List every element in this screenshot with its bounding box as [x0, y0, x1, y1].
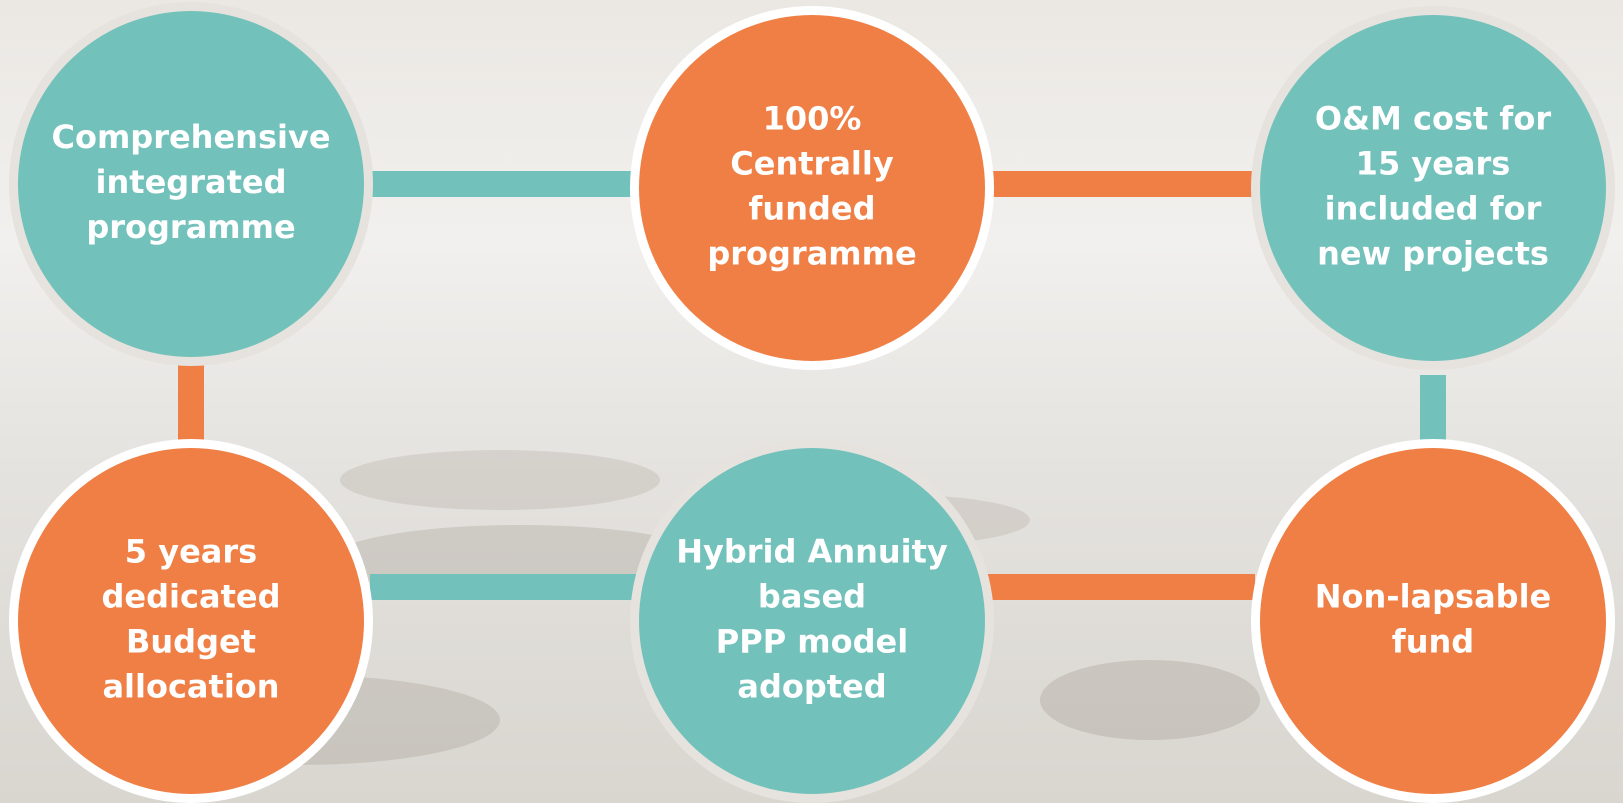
- node-circle: [1260, 448, 1606, 794]
- node-label: based: [758, 578, 866, 616]
- node-label: programme: [707, 235, 916, 273]
- node-label: adopted: [737, 668, 886, 706]
- node-label: Centrally: [730, 145, 894, 183]
- node-label: new projects: [1317, 235, 1549, 273]
- node-label: dedicated: [102, 578, 281, 616]
- node-label: PPP model: [716, 623, 908, 661]
- node-circle: [639, 448, 985, 794]
- connector: [370, 171, 640, 197]
- node-label: fund: [1392, 623, 1474, 661]
- node-label: allocation: [102, 668, 279, 706]
- diagram: Comprehensive integrated programme 100% Cent…: [0, 0, 1623, 803]
- node-label: 5 years: [125, 533, 257, 571]
- node-label: 15 years: [1356, 145, 1511, 183]
- node-label: Non-lapsable: [1315, 578, 1552, 616]
- node-circle: [639, 15, 985, 361]
- node-label: integrated: [96, 163, 287, 201]
- node-label: Comprehensive: [51, 118, 330, 156]
- node-label: Hybrid Annuity: [676, 533, 948, 571]
- node-label: 100%: [763, 100, 862, 138]
- node-circle: [18, 448, 364, 794]
- node-circle: [1260, 15, 1606, 361]
- node-label: Budget: [126, 623, 256, 661]
- connector: [985, 171, 1255, 197]
- node-label: O&M cost for: [1315, 100, 1551, 138]
- connector: [370, 574, 640, 600]
- node-label: funded: [749, 190, 876, 228]
- page: Comprehensive integrated programme 100% Cent…: [0, 0, 1623, 803]
- node-label: programme: [86, 208, 295, 246]
- connector: [985, 574, 1255, 600]
- connector: [178, 360, 204, 450]
- node-label: included for: [1325, 190, 1542, 228]
- connector: [1420, 375, 1446, 440]
